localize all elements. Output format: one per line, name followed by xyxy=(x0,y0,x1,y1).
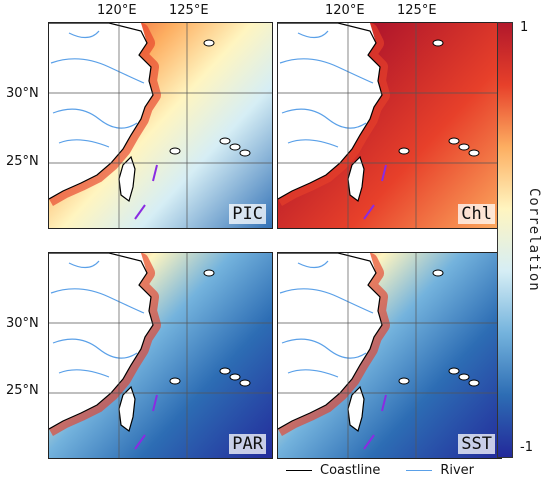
island xyxy=(448,367,460,375)
island xyxy=(448,137,460,145)
lat-label-30-top: 30°N xyxy=(6,86,39,101)
coastline-swatch xyxy=(286,469,312,471)
land-mass xyxy=(49,253,153,429)
transect-line xyxy=(134,204,146,220)
island xyxy=(468,149,480,157)
colorbar-min-label: -1 xyxy=(520,440,533,455)
river-line xyxy=(68,30,100,39)
map-panel-pic: PIC xyxy=(48,22,273,229)
island xyxy=(203,39,215,47)
transect-line xyxy=(152,394,158,412)
lat-label-30-bottom: 30°N xyxy=(6,316,39,331)
river-line xyxy=(281,108,367,129)
river-line xyxy=(279,288,374,314)
panel-label-par: PAR xyxy=(229,434,266,454)
coastline xyxy=(49,23,154,200)
map-chl xyxy=(278,23,501,228)
lat-label-25-bottom: 25°N xyxy=(6,383,39,398)
panel-label-pic: PIC xyxy=(229,204,266,224)
island xyxy=(458,373,470,381)
lat-label-25-top: 25°N xyxy=(6,154,39,169)
land-mass xyxy=(49,23,153,199)
river-line xyxy=(287,369,339,378)
river-swatch xyxy=(406,469,433,471)
land-mass xyxy=(278,23,382,199)
island xyxy=(468,379,480,387)
transect-line xyxy=(134,434,146,450)
transect-line xyxy=(363,204,375,220)
island xyxy=(229,143,241,151)
coastline xyxy=(278,23,383,200)
transect-line xyxy=(381,394,387,412)
river-line xyxy=(287,139,339,148)
island xyxy=(229,373,241,381)
panel-label-chl: Chl xyxy=(458,204,495,224)
island xyxy=(432,39,444,47)
island xyxy=(239,149,251,157)
river-line xyxy=(50,288,145,314)
colorbar-title: Correlation xyxy=(526,188,542,292)
river-line xyxy=(281,338,367,359)
island xyxy=(219,367,231,375)
island xyxy=(398,377,410,385)
river-line xyxy=(58,139,110,148)
river-line xyxy=(52,108,138,129)
panel-label-sst: SST xyxy=(458,434,495,454)
map-pic xyxy=(49,23,272,228)
river-line xyxy=(279,58,374,84)
river-line xyxy=(297,30,329,39)
river-line xyxy=(50,58,145,84)
colorbar-max-label: 1 xyxy=(520,20,529,35)
colorbar xyxy=(497,22,513,458)
river-legend-label: River xyxy=(440,462,475,478)
river-line xyxy=(58,369,110,378)
island xyxy=(398,147,410,155)
river-line xyxy=(297,260,329,269)
map-par xyxy=(49,253,272,458)
map-legend: Coastline River xyxy=(286,460,474,480)
coastline xyxy=(49,253,154,430)
coastline xyxy=(278,253,383,430)
lon-label-125-top-left: 125°E xyxy=(169,3,209,18)
river-line xyxy=(68,260,100,269)
lon-label-125-top-right: 125°E xyxy=(397,3,437,18)
land-mass xyxy=(278,253,382,429)
transect-line xyxy=(152,164,158,182)
transect-line xyxy=(363,434,375,450)
transect-line xyxy=(381,164,387,182)
island xyxy=(458,143,470,151)
island xyxy=(432,269,444,277)
map-panel-sst: SST xyxy=(277,252,502,459)
map-sst xyxy=(278,253,501,458)
map-panel-par: PAR xyxy=(48,252,273,459)
map-panel-chl: Chl xyxy=(277,22,502,229)
coastline-legend-label: Coastline xyxy=(320,462,381,478)
island xyxy=(169,377,181,385)
island xyxy=(219,137,231,145)
river-line xyxy=(52,338,138,359)
island xyxy=(203,269,215,277)
island xyxy=(169,147,181,155)
lon-label-120-top-left: 120°E xyxy=(97,3,137,18)
lon-label-120-top-right: 120°E xyxy=(325,3,365,18)
island xyxy=(239,379,251,387)
